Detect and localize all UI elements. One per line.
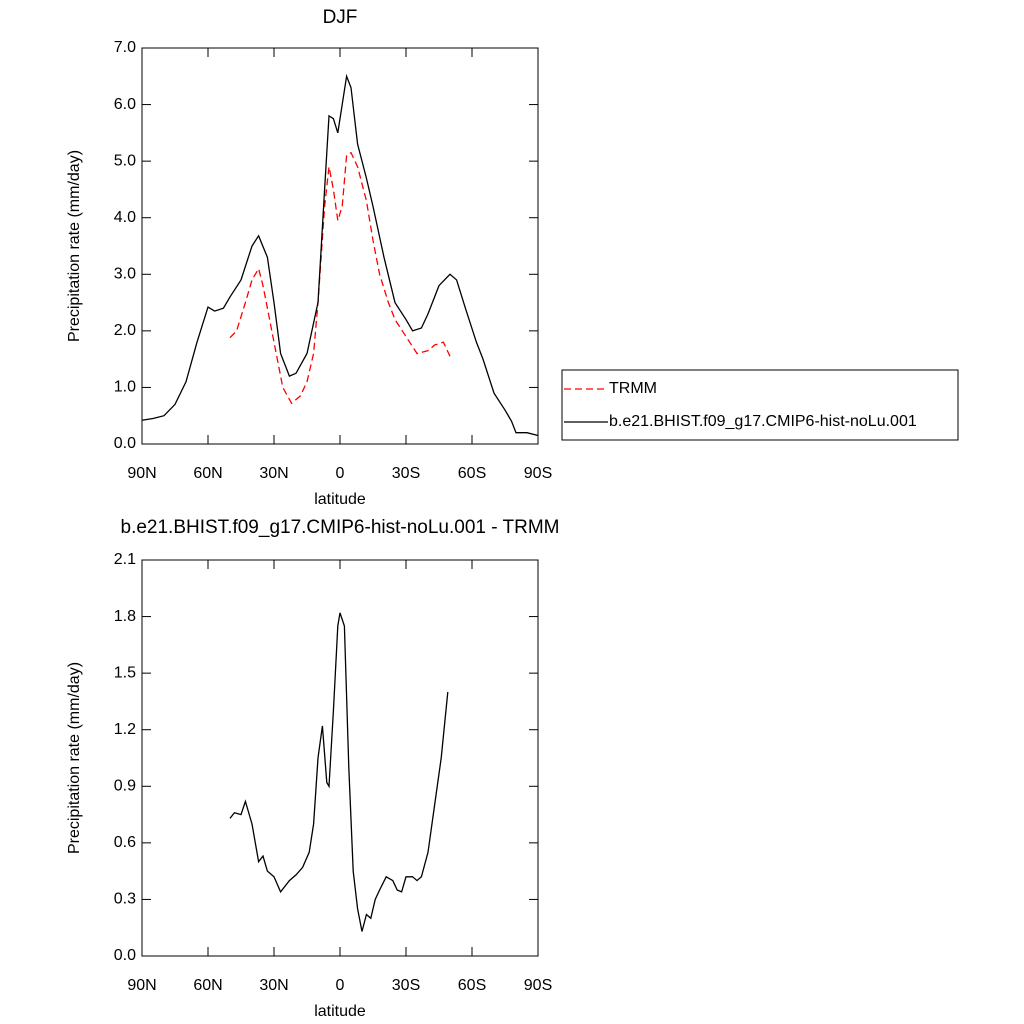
y-tick-label: 4.0 [114,209,136,226]
y-tick-label: 1.5 [114,664,136,681]
data-line [229,151,451,405]
y-tick-label: 1.0 [114,379,136,396]
x-tick-label: 60S [458,977,486,994]
chart-title: b.e21.BHIST.f09_g17.CMIP6-hist-noLu.001 … [121,517,560,538]
x-tick-label: 90S [524,977,552,994]
y-tick-label: 0.9 [114,778,136,795]
x-tick-label: 30S [392,465,420,482]
chart-title: DJF [323,7,358,28]
data-line [229,612,449,932]
x-tick-label: 30S [392,977,420,994]
y-tick-label: 3.0 [114,266,136,283]
x-axis-label: latitude [314,1003,366,1020]
y-axis-label: Precipitation rate (mm/day) [66,662,83,854]
y-tick-label: 1.2 [114,721,136,738]
x-tick-label: 0 [336,977,345,994]
x-tick-label: 90N [127,465,156,482]
x-tick-label: 90N [127,977,156,994]
y-tick-label: 0.6 [114,834,136,851]
y-tick-label: 5.0 [114,152,136,169]
plot-frame [141,559,539,957]
y-tick-label: 6.0 [114,96,136,113]
legend-label: TRMM [609,380,657,397]
x-tick-label: 90S [524,465,552,482]
legend-label: b.e21.BHIST.f09_g17.CMIP6-hist-noLu.001 [609,413,917,430]
y-tick-label: 7.0 [114,39,136,56]
y-axis-label: Precipitation rate (mm/day) [66,150,83,342]
x-tick-label: 0 [336,465,345,482]
y-tick-label: 0.0 [114,435,136,452]
y-tick-label: 0.0 [114,947,136,964]
y-tick-label: 2.1 [114,551,136,568]
data-line [141,73,539,437]
legend-frame [561,369,959,441]
y-tick-label: 2.0 [114,322,136,339]
x-tick-label: 30N [259,977,288,994]
y-tick-label: 0.3 [114,891,136,908]
x-tick-label: 60N [193,977,222,994]
x-tick-label: 30N [259,465,288,482]
y-tick-label: 1.8 [114,608,136,625]
x-tick-label: 60N [193,465,222,482]
plot-frame [141,47,539,445]
x-tick-label: 60S [458,465,486,482]
x-axis-label: latitude [314,491,366,508]
